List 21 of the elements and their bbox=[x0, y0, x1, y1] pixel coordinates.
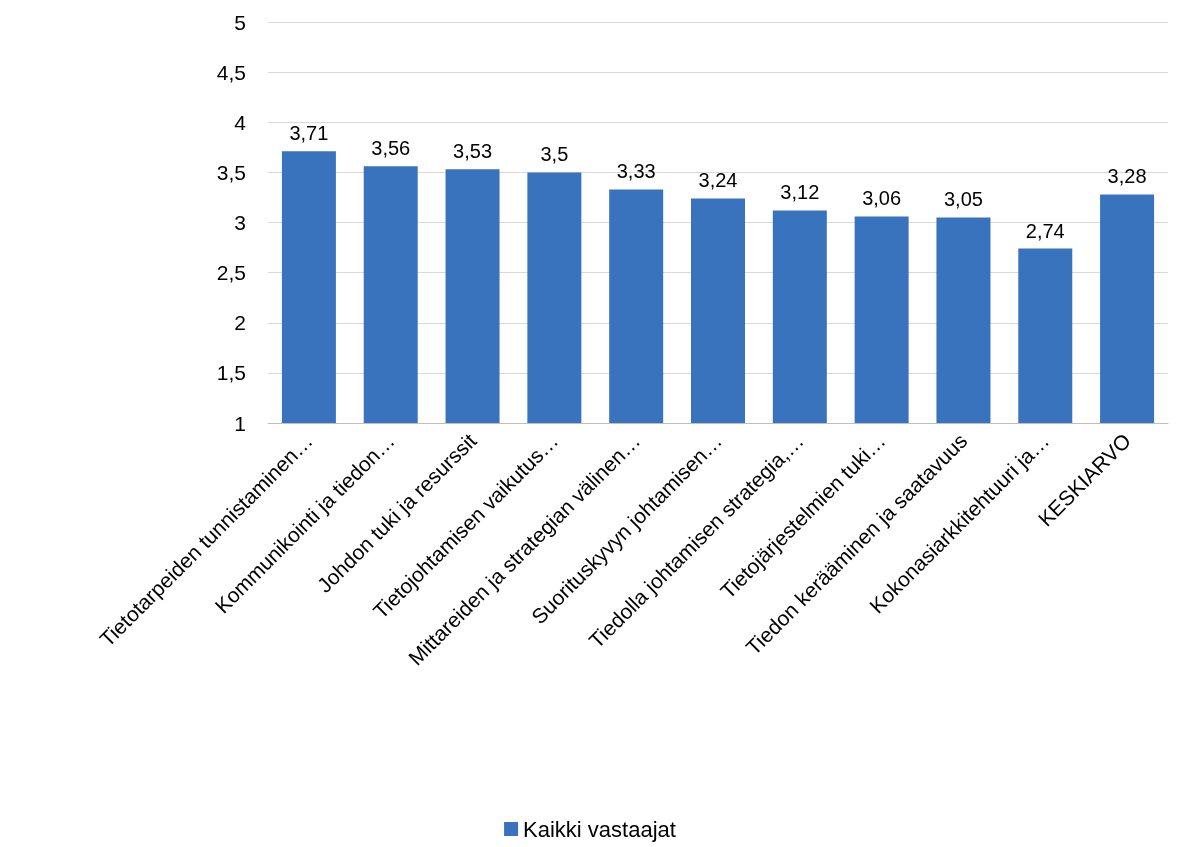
y-tick-label: 3,5 bbox=[216, 160, 246, 184]
y-tick-label: 1 bbox=[234, 411, 246, 435]
data-label: 3,28 bbox=[1107, 165, 1147, 188]
y-tick-label: 1,5 bbox=[216, 361, 246, 385]
data-label: 3,06 bbox=[862, 187, 902, 210]
data-label: 3,56 bbox=[371, 137, 411, 160]
data-label: 3,53 bbox=[453, 140, 493, 163]
data-label: 3,33 bbox=[616, 160, 656, 183]
data-label: 3,05 bbox=[943, 188, 983, 211]
y-tick-label: 4,5 bbox=[216, 60, 246, 84]
y-tick-label: 2 bbox=[234, 311, 246, 335]
data-label: 3,24 bbox=[698, 169, 738, 192]
y-tick-label: 5 bbox=[234, 10, 246, 34]
data-label: 3,71 bbox=[289, 122, 329, 145]
y-tick-label: 3 bbox=[234, 211, 246, 234]
data-label: 3,12 bbox=[780, 181, 820, 204]
y-tick-label: 4 bbox=[234, 110, 247, 134]
legend-label: Kaikki vastaajat bbox=[523, 816, 676, 842]
data-label: 2,74 bbox=[1025, 219, 1065, 242]
data-label: 3,5 bbox=[540, 143, 569, 166]
y-tick-label: 2,5 bbox=[216, 261, 246, 285]
